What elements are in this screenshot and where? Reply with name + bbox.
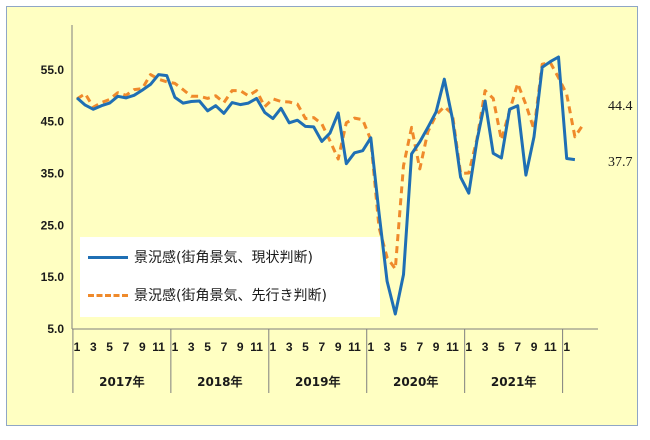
x-tick-label: 7 bbox=[221, 340, 228, 354]
x-year-label: 2020年 bbox=[393, 374, 438, 389]
x-tick-label: 9 bbox=[531, 340, 538, 354]
x-tick-label: 3 bbox=[482, 340, 489, 354]
year-labels: 2017年 2018年 2019年 2020年 2021年 bbox=[99, 374, 536, 389]
x-tick-label: 3 bbox=[90, 340, 97, 354]
x-tick-label: 9 bbox=[433, 340, 440, 354]
series-line-outlook bbox=[76, 61, 585, 271]
x-tick-label: 3 bbox=[188, 340, 195, 354]
chart-frame: 5.0 15.0 25.0 35.0 45.0 55.0 1 3 5 7 9 11 1 3 5 7 9 11 1 3… bbox=[6, 6, 638, 426]
x-tick-label: 11 bbox=[152, 340, 165, 354]
x-tick-label: 3 bbox=[384, 340, 391, 354]
y-tick-label: 15.0 bbox=[41, 270, 65, 284]
end-label-outlook: 44.4 bbox=[608, 99, 633, 114]
x-tick-label: 1 bbox=[172, 340, 179, 354]
x-tick-label: 1 bbox=[465, 340, 472, 354]
x-tick-label: 9 bbox=[237, 340, 244, 354]
legend-label-outlook: 景況感(街角景気、先行き判断) bbox=[134, 288, 327, 304]
x-tick-labels: 1 3 5 7 9 11 1 3 5 7 9 11 1 3 5 7 9 11 1 3 5 7 9 11 1 3 5 7 9 11 1 bbox=[74, 340, 571, 354]
x-year-label: 2017年 bbox=[99, 374, 144, 389]
x-tick-label: 1 bbox=[367, 340, 374, 354]
legend-item-current: 景況感(街角景気、現状判断) bbox=[88, 247, 313, 267]
x-tick-label: 1 bbox=[74, 340, 81, 354]
x-tick-label: 7 bbox=[514, 340, 521, 354]
x-tick-label: 9 bbox=[139, 340, 146, 354]
series-line-current bbox=[76, 55, 576, 316]
x-tick-label: 11 bbox=[446, 340, 459, 354]
x-tick-label: 1 bbox=[563, 340, 570, 354]
x-tick-label: 5 bbox=[204, 340, 211, 354]
y-tick-labels: 5.0 15.0 25.0 35.0 45.0 55.0 bbox=[41, 63, 65, 336]
end-labels: 44.4 37.7 bbox=[608, 99, 633, 170]
x-tick-label: 5 bbox=[498, 340, 505, 354]
x-tick-label: 7 bbox=[319, 340, 326, 354]
x-year-label: 2018年 bbox=[197, 374, 242, 389]
end-label-current: 37.7 bbox=[608, 155, 633, 170]
legend-label-current: 景況感(街角景気、現状判断) bbox=[134, 250, 313, 266]
x-tick-label: 11 bbox=[544, 340, 557, 354]
legend: 景況感(街角景気、現状判断) 景況感(街角景気、先行き判断) bbox=[80, 237, 380, 317]
y-tick-label: 5.0 bbox=[47, 322, 64, 336]
y-tick-label: 55.0 bbox=[41, 63, 65, 77]
x-tick-label: 5 bbox=[302, 340, 309, 354]
x-tick-label: 7 bbox=[123, 340, 130, 354]
series-lines bbox=[76, 55, 585, 316]
x-tick-label: 5 bbox=[106, 340, 113, 354]
x-tick-label: 1 bbox=[270, 340, 277, 354]
y-tick-label: 45.0 bbox=[41, 115, 65, 129]
x-tick-label: 7 bbox=[416, 340, 423, 354]
x-year-label: 2019年 bbox=[295, 374, 340, 389]
x-year-label: 2021年 bbox=[491, 374, 536, 389]
x-tick-label: 3 bbox=[286, 340, 293, 354]
legend-swatch-solid bbox=[88, 255, 128, 259]
x-tick-label: 9 bbox=[335, 340, 342, 354]
y-tick-label: 25.0 bbox=[41, 218, 65, 232]
x-tick-label: 11 bbox=[250, 340, 263, 354]
x-tick-label: 11 bbox=[348, 340, 361, 354]
x-tick-label: 5 bbox=[400, 340, 407, 354]
line-chart: 5.015.025.035.045.055.0 1 3 5 7 9 11 1 3 5 7 9 11 1 3… bbox=[41, 25, 633, 393]
legend-item-outlook: 景況感(街角景気、先行き判断) bbox=[88, 285, 327, 305]
legend-swatch-dashed bbox=[88, 293, 128, 297]
axes bbox=[71, 25, 598, 393]
y-tick-label: 35.0 bbox=[41, 167, 65, 181]
